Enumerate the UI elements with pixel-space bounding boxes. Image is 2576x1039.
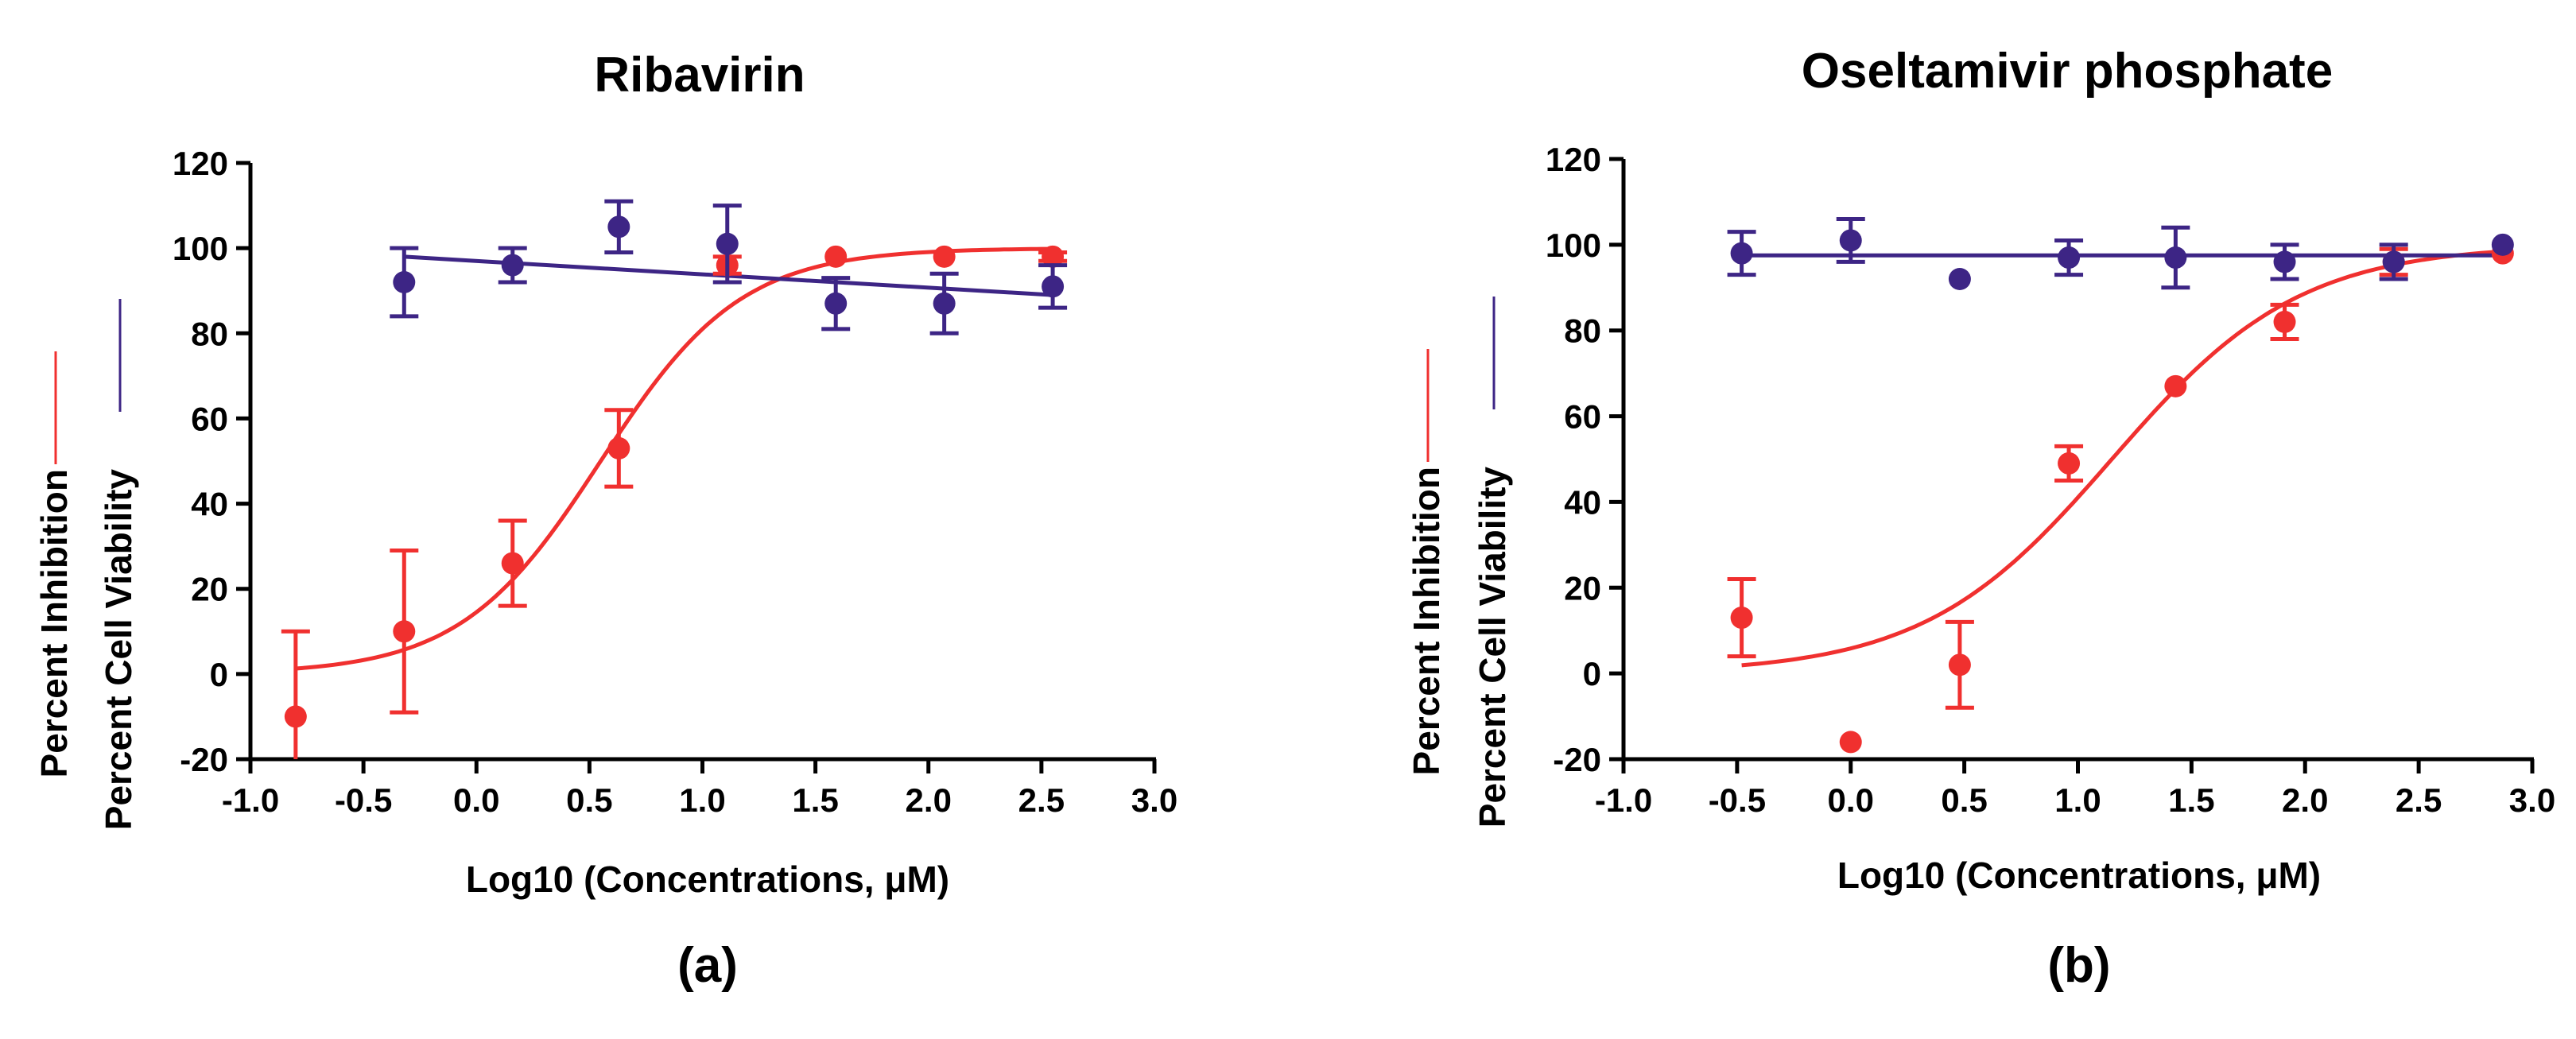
y-tick-label: 20 <box>1564 569 1601 607</box>
x-tick-label: 3.0 <box>2509 781 2555 819</box>
y-tick-label: 60 <box>1564 398 1601 436</box>
data-point-viability <box>2164 246 2187 269</box>
data-point-viability <box>2491 233 2514 256</box>
chart-oseltamivir: Oseltamivir phosphate Log10 (Concentrati… <box>1406 44 2555 993</box>
data-point-viability <box>2058 246 2081 269</box>
data-point-viability <box>1839 229 1862 252</box>
y-axis-label-viability: Percent Cell Viability <box>1472 467 1513 828</box>
panel-label: (b) <box>2047 938 2110 993</box>
x-axis-label: Log10 (Concentrations, μM) <box>466 859 949 900</box>
x-tick-label: 1.0 <box>679 781 725 819</box>
x-tick-label: 0.5 <box>1941 781 1987 819</box>
data-point-inhibition <box>501 552 524 575</box>
data-point-inhibition <box>2273 310 2296 333</box>
data-point-inhibition <box>1730 607 1753 630</box>
y-tick-label: 120 <box>173 145 228 182</box>
x-tick-label: 2.0 <box>2282 781 2328 819</box>
x-tick-label: 0.0 <box>1828 781 1874 819</box>
data-point-viability <box>607 215 630 238</box>
data-point-inhibition <box>607 436 630 459</box>
data-point-viability <box>716 232 739 255</box>
data-point-inhibition <box>284 705 307 728</box>
chart-ribavirin: Ribavirin Log10 (Concentrations, μM) (a)… <box>33 48 1177 993</box>
data-point-viability <box>501 254 524 277</box>
y-tick-label: -20 <box>180 741 228 778</box>
y-tick-label: 20 <box>191 571 228 608</box>
data-point-inhibition <box>933 245 956 268</box>
data-point-viability <box>1948 268 1971 290</box>
x-tick-label: 0.0 <box>453 781 499 819</box>
y-axis-label-viability-group: Percent Cell Viability <box>98 299 139 830</box>
data-point-viability <box>824 292 848 315</box>
x-axis-label: Log10 (Concentrations, μM) <box>1837 855 2321 896</box>
data-point-viability <box>2273 250 2296 273</box>
y-tick-label: 100 <box>1546 227 1601 264</box>
y-axis-label-inhibition-group: Percent Inhibition <box>1406 349 1447 775</box>
y-axis-label-inhibition: Percent Inhibition <box>33 469 75 777</box>
x-tick-label: -0.5 <box>1709 781 1766 819</box>
y-axis-label-viability: Percent Cell Viability <box>98 469 139 831</box>
x-tick-label: 2.0 <box>906 781 952 819</box>
x-tick-label: 0.5 <box>566 781 612 819</box>
x-tick-label: -0.5 <box>335 781 392 819</box>
x-tick-label: -1.0 <box>222 781 279 819</box>
y-tick-label: 80 <box>1564 312 1601 350</box>
data-point-inhibition <box>1948 653 1971 677</box>
y-axis-label-inhibition: Percent Inhibition <box>1406 467 1447 775</box>
x-tick-label: 3.0 <box>1131 781 1177 819</box>
fit-curve-inhibition <box>1741 249 2504 668</box>
data-point-inhibition <box>1839 731 1862 754</box>
x-tick-label: 1.5 <box>792 781 838 819</box>
y-axis-label-inhibition-group: Percent Inhibition <box>33 351 75 777</box>
data-point-viability <box>1042 275 1065 298</box>
y-tick-label: 60 <box>191 400 228 437</box>
y-tick-label: 120 <box>1546 141 1601 178</box>
data-point-inhibition <box>824 245 848 268</box>
y-tick-label: 100 <box>173 230 228 267</box>
data-point-inhibition <box>2058 452 2081 475</box>
y-tick-label: 40 <box>1564 483 1601 521</box>
y-tick-label: 0 <box>1583 655 1601 692</box>
data-point-inhibition <box>2164 374 2187 397</box>
data-point-viability <box>1730 242 1753 265</box>
chart-title: Ribavirin <box>594 48 805 103</box>
x-tick-label: 2.5 <box>2396 781 2442 819</box>
data-point-viability <box>393 271 416 293</box>
y-tick-label: -20 <box>1553 741 1601 778</box>
y-axis-label-viability-group: Percent Cell Viability <box>1472 297 1513 828</box>
x-tick-label: 1.0 <box>2054 781 2101 819</box>
x-tick-label: 2.5 <box>1018 781 1065 819</box>
panel-label: (a) <box>677 938 738 993</box>
fit-curve-inhibition <box>295 246 1053 671</box>
data-point-viability <box>2382 250 2405 273</box>
data-point-inhibition <box>1042 245 1065 268</box>
y-tick-label: 80 <box>191 315 228 352</box>
data-point-inhibition <box>393 620 416 643</box>
chart-title: Oseltamivir phosphate <box>1802 44 2333 99</box>
y-tick-label: 40 <box>191 486 228 523</box>
y-tick-label: 0 <box>210 656 228 693</box>
x-tick-label: -1.0 <box>1595 781 1652 819</box>
data-point-viability <box>933 292 956 315</box>
x-tick-label: 1.5 <box>2168 781 2214 819</box>
